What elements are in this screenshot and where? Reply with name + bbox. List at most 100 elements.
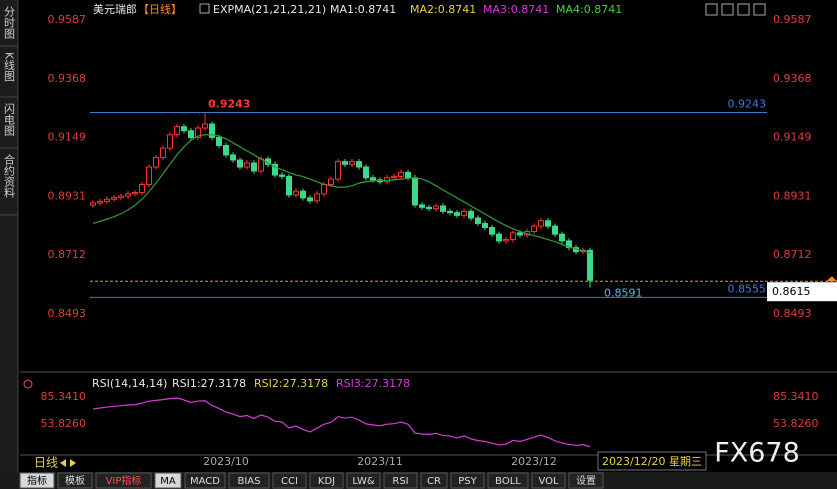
rsi-tick-label-right: 53.8260 (773, 417, 819, 430)
y-tick-label: 0.9368 (48, 72, 87, 85)
candle-body (342, 161, 348, 165)
tab[interactable]: RSI (392, 476, 408, 487)
tab-box[interactable] (272, 472, 307, 489)
tab-box[interactable] (228, 472, 270, 489)
candle-body (251, 162, 257, 172)
candle-body (531, 225, 537, 232)
candle-body (230, 154, 236, 161)
settings-dot[interactable] (23, 379, 33, 389)
icon[interactable] (753, 3, 766, 16)
indicator: EXPMA(21,21,21,21) (213, 3, 326, 16)
x-tick-label: 2023/11 (357, 455, 403, 468)
tab[interactable]: PSY (458, 476, 477, 487)
rsi-tick-label: 53.8260 (41, 417, 87, 430)
watermark: FX678 (714, 438, 800, 469)
last-price-box (767, 282, 837, 302)
y-tick-label-right: 0.9368 (773, 72, 812, 85)
tab-box[interactable] (383, 472, 418, 489)
y-tick-label: 0.8712 (48, 248, 87, 261)
candle-body (468, 210, 474, 219)
tab-box[interactable] (19, 472, 55, 489)
tab-box[interactable] (568, 472, 604, 489)
candle-body (356, 161, 362, 168)
candle-body (419, 204, 425, 208)
candle-body (433, 205, 439, 210)
ma-readout: MA4:0.8741 (556, 3, 622, 16)
tab-box[interactable] (154, 472, 182, 489)
rsi-title: RSI(14,14,14) (92, 377, 167, 390)
candle-body (90, 202, 96, 206)
candle-body (461, 210, 467, 216)
y-tick-label: 0.9587 (48, 13, 87, 26)
y-tick-label-right: 0.9149 (773, 131, 812, 144)
tab[interactable]: 指标 (27, 474, 47, 487)
tab[interactable]: BOLL (495, 476, 521, 487)
tab[interactable]: 模板 (65, 474, 85, 487)
tab-box[interactable] (487, 472, 529, 489)
next-arrow[interactable] (70, 459, 76, 467)
candle-body (167, 134, 173, 149)
candle-body (272, 163, 278, 176)
rsi-tick-label-right: 85.3410 (773, 390, 819, 403)
window-icons (705, 3, 766, 16)
tab-box[interactable] (95, 472, 152, 489)
tab[interactable]: CCI (281, 476, 298, 487)
rsi-tick-label: 85.3410 (41, 390, 87, 403)
side-tab[interactable]: 闪电图 (3, 102, 16, 137)
candle-body (510, 232, 516, 241)
tab-box[interactable] (57, 472, 93, 489)
icon[interactable] (721, 3, 734, 16)
tab-box[interactable] (420, 472, 448, 489)
candle-body (587, 249, 593, 281)
indicator-icon[interactable] (199, 3, 210, 14)
y-tick-label: 0.8931 (48, 189, 87, 202)
candle-body (454, 212, 460, 216)
icon[interactable] (705, 3, 718, 16)
candle-body (237, 159, 243, 168)
cursor-date: 2023/12/20 星期三 (602, 455, 702, 468)
side-tab[interactable]: 合约资料 (3, 153, 16, 199)
tab[interactable]: CR (427, 476, 441, 487)
candle-body (391, 175, 397, 179)
icon[interactable] (737, 3, 750, 16)
tab[interactable]: BIAS (238, 476, 261, 487)
tab[interactable]: MA (160, 476, 176, 487)
tab-box[interactable] (309, 472, 344, 489)
ma-readout: MA1:0.8741 (330, 3, 396, 16)
ma-readout: MA2:0.8741 (410, 3, 476, 16)
candle-body (307, 197, 313, 202)
candle-body (412, 177, 418, 206)
symbol: 美元瑞郎 (93, 2, 137, 16)
tab[interactable]: LW& (352, 476, 375, 487)
min-label: 0.8591 (604, 287, 643, 300)
tab-box[interactable] (346, 472, 381, 489)
candle-body (111, 197, 117, 200)
prev-arrow[interactable] (60, 459, 66, 467)
date-box (597, 451, 707, 471)
tab-box[interactable] (531, 472, 566, 489)
sidebar (0, 0, 18, 472)
candle-body (132, 192, 138, 195)
candle-body (286, 175, 292, 196)
side-tab[interactable]: K线图 (3, 52, 16, 82)
candle-body (503, 239, 509, 242)
tab[interactable]: MACD (190, 476, 220, 487)
candle-body (160, 147, 166, 159)
candle-body (223, 145, 229, 156)
period: 【日线】 (138, 2, 182, 16)
tab[interactable]: 设置 (576, 475, 596, 487)
candle-body (363, 166, 369, 179)
period-switch[interactable]: 日线 (34, 456, 58, 470)
y-tick-label-right: 0.8493 (773, 307, 812, 320)
tab-box[interactable] (184, 472, 226, 489)
expma-line (92, 134, 591, 254)
tab[interactable]: KDJ (318, 476, 335, 487)
tab-box[interactable] (450, 472, 485, 489)
candle-body (559, 233, 565, 242)
candle-body (426, 206, 432, 210)
side-tab[interactable]: 分时图 (3, 6, 16, 40)
tab[interactable]: VOL (538, 476, 559, 487)
last-price-label: 0.8615 (772, 285, 811, 298)
tab[interactable]: VIP指标 (106, 474, 142, 487)
